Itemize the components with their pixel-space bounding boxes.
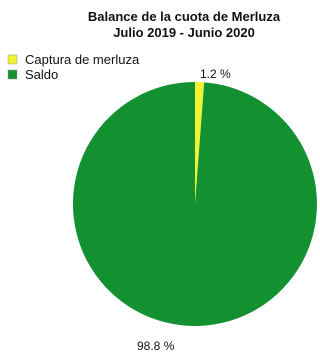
pie-slices [72, 81, 317, 326]
legend-swatch-saldo [7, 69, 18, 80]
legend-swatch-captura [7, 54, 18, 65]
slice-value-label-captura: 1.2 % [200, 67, 231, 81]
pie-slice-captura [195, 82, 205, 204]
chart-title-line-1: Balance de la cuota de Merluza [87, 9, 281, 24]
chart-title-line-2: Julio 2019 - Junio 2020 [113, 25, 255, 40]
pie-slice-saldo [72, 81, 317, 326]
slice-value-label-saldo: 98.8 % [137, 339, 175, 353]
chart-title: Balance de la cuota de Merluza Julio 201… [0, 9, 320, 41]
legend-label-saldo: Saldo [25, 67, 58, 82]
legend-label-captura: Captura de merluza [25, 52, 140, 67]
legend: Captura de merluza Saldo [7, 52, 140, 82]
